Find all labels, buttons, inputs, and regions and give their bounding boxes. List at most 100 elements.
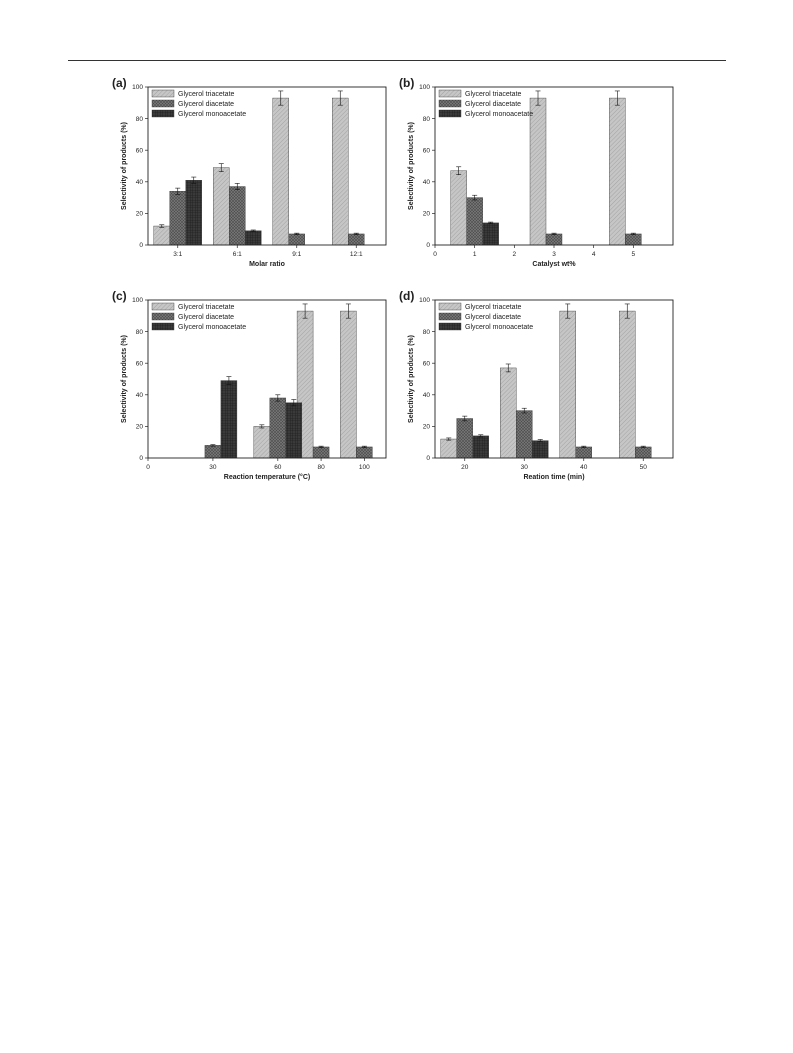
y-tick-label-a-40: 40	[136, 179, 144, 186]
error-bar-d-s1-c1	[521, 407, 527, 414]
error-bar-c-s1-c0	[210, 444, 216, 447]
error-bar-a-s0-c3	[337, 90, 343, 106]
error-bar-a-s2-c0	[191, 176, 197, 184]
panel-letter-d: (d)	[399, 289, 414, 303]
bar-c-s2-c1	[285, 402, 303, 459]
error-bar-c-s0-c3	[345, 303, 351, 319]
legend-swatch-c-1	[151, 312, 175, 321]
bar-a-s0-c1	[213, 167, 230, 246]
bar-a-s1-c1	[229, 186, 246, 246]
legend-label-d-0: Glycerol triacetate	[465, 304, 522, 311]
y-tick-label-b-80: 80	[423, 116, 431, 123]
error-bar-c-s2-c1	[291, 399, 297, 407]
error-bar-c-s1-c3	[361, 445, 367, 449]
error-bar-a-s1-c1	[234, 183, 240, 190]
legend-label-a-1: Glycerol diacetate	[178, 101, 234, 108]
x-tick-label-d-0: 20	[461, 464, 469, 471]
error-bar-d-s0-c2	[565, 303, 571, 319]
error-bar-b-s0-c0	[456, 166, 462, 175]
error-bar-d-s2-c1	[537, 439, 543, 443]
bar-a-s1-c0	[169, 191, 186, 246]
y-tick-label-c-20: 20	[136, 424, 144, 431]
legend-label-a-2: Glycerol monoacetate	[178, 111, 246, 118]
error-bar-d-s1-c0	[462, 415, 468, 422]
error-bar-b-s0-c2	[614, 90, 620, 106]
bar-c-s1-c3	[356, 446, 373, 459]
bar-c-s0-c3	[340, 310, 357, 459]
error-bar-c-s0-c2	[302, 303, 308, 319]
chart-panel-a: 0 20 40 60 80 100 3:1 6:1 9:1 12:1 Molar ratio Sele…	[110, 75, 390, 280]
bar-c-s1-c0	[204, 445, 222, 459]
plot-frame-a	[147, 86, 387, 246]
x-tick-label-b-3: 3	[552, 251, 556, 258]
legend-swatch-d-0	[438, 302, 462, 311]
bar-b-s0-c2	[609, 97, 626, 246]
y-tick-label-d-80: 80	[423, 329, 431, 336]
bar-d-s1-c0	[456, 418, 473, 459]
y-tick-label-a-20: 20	[136, 211, 144, 218]
error-bar-a-s0-c1	[218, 163, 224, 172]
error-bar-d-s0-c3	[624, 303, 630, 319]
bar-b-s1-c1	[545, 233, 563, 246]
x-tick-label-a-0: 3:1	[173, 251, 182, 258]
y-tick-label-c-60: 60	[136, 360, 144, 367]
bar-d-s1-c2	[575, 446, 592, 459]
bar-b-s1-c0	[466, 197, 483, 246]
bar-d-s0-c1	[500, 367, 517, 459]
bar-a-s0-c3	[332, 97, 349, 246]
error-bar-b-s0-c1	[535, 90, 541, 106]
y-tick-label-a-80: 80	[136, 116, 144, 123]
bar-d-s2-c0	[472, 435, 489, 459]
x-tick-label-a-3: 12:1	[350, 251, 363, 258]
x-axis-label-a: Molar ratio	[249, 261, 285, 268]
plot-frame-d	[434, 299, 674, 459]
legend-a: Glycerol triacetate Glycerol diacetate Gly…	[151, 89, 246, 118]
y-tick-label-c-0: 0	[139, 455, 143, 462]
legend-d: Glycerol triacetate Glycerol diacetate Gly…	[438, 302, 533, 331]
chart-d-svg: 0 20 40 60 80 100 20 30 40 50 Reation time (min) Se…	[399, 289, 674, 481]
error-bar-a-s0-c2	[278, 90, 284, 106]
y-tick-label-a-60: 60	[136, 147, 144, 154]
error-bar-c-s0-c1	[259, 424, 265, 429]
bar-b-s0-c1	[529, 97, 547, 246]
bar-d-s0-c3	[619, 310, 636, 459]
legend-c: Glycerol triacetate Glycerol diacetate Gly…	[151, 302, 246, 331]
x-axis-label-d: Reation time (min)	[523, 474, 584, 481]
y-tick-label-c-80: 80	[136, 329, 144, 336]
y-tick-label-b-20: 20	[423, 211, 431, 218]
x-axis-label-b: Catalyst wt%	[532, 261, 576, 268]
legend-label-c-0: Glycerol triacetate	[178, 304, 235, 311]
y-tick-label-d-40: 40	[423, 392, 431, 399]
bar-c-s1-c1	[269, 397, 287, 459]
x-tick-label-b-5: 5	[632, 251, 636, 258]
legend-swatch-a-0	[151, 89, 175, 98]
chart-c-svg: 0 20 40 60 80 100 0 30 60 80 100 Reaction temperatu…	[112, 289, 387, 481]
bar-c-s2-c0	[220, 380, 238, 459]
y-tick-label-d-60: 60	[423, 360, 431, 367]
legend-b: Glycerol triacetate Glycerol diacetate Gly…	[438, 89, 533, 118]
x-axis-label-c: Reaction temperature (°C)	[224, 473, 310, 481]
error-bar-b-s1-c1	[551, 232, 557, 236]
bar-d-s0-c2	[559, 310, 576, 459]
bar-a-s1-c3	[348, 233, 365, 246]
legend-swatch-d-2	[438, 322, 462, 331]
bar-a-s1-c2	[288, 233, 305, 246]
bar-a-s0-c0	[153, 225, 170, 246]
error-bar-b-s2-c0	[488, 221, 494, 224]
y-tick-label-a-0: 0	[139, 242, 143, 249]
bar-a-s2-c1	[245, 230, 262, 246]
y-tick-label-b-40: 40	[423, 179, 431, 186]
x-tick-label-d-3: 50	[640, 464, 648, 471]
legend-label-d-1: Glycerol diacetate	[465, 314, 521, 321]
legend-label-c-2: Glycerol monoacetate	[178, 324, 246, 331]
chart-b-svg: 0 20 40 60 80 100 0 1 2 3 4 5 Catalyst wt% Selectivit…	[399, 76, 674, 268]
x-tick-label-c-1: 30	[209, 464, 217, 471]
x-tick-label-c-3: 80	[317, 464, 325, 471]
bar-d-s0-c0	[440, 438, 457, 459]
x-tick-label-c-0: 0	[146, 464, 150, 471]
legend-label-b-1: Glycerol diacetate	[465, 101, 521, 108]
bar-b-s0-c0	[450, 170, 467, 246]
x-tick-label-b-2: 2	[513, 251, 517, 258]
bar-c-s1-c2	[312, 446, 330, 459]
error-bar-d-s0-c0	[446, 437, 452, 441]
